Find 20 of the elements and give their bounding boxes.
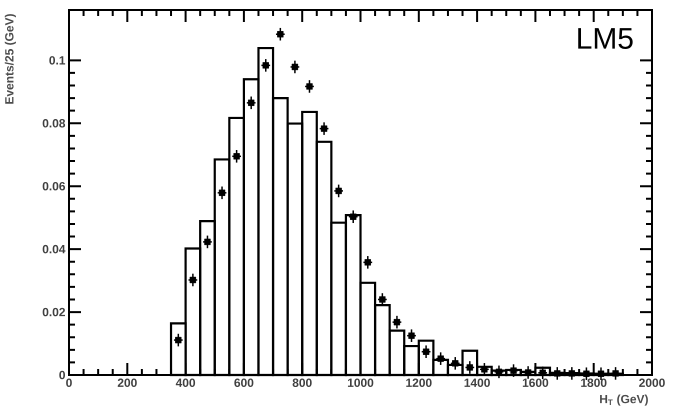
x-tick-label: 1200 [406,378,432,387]
x-tick-label: 1800 [581,378,607,387]
x-tick-label: 2000 [639,378,665,387]
annotation: LM5 [578,28,633,49]
y-axis-title: Events/25 (GeV) [4,14,16,104]
x-tick-label: 0 [66,378,72,387]
y-tick-label: 0.1 [49,56,66,65]
x-axis-title: H$_{T}$ (GeV) [600,394,648,406]
x-tick-label: 600 [234,378,254,387]
x-tick-label: 1400 [464,378,490,387]
x-tick-label: 200 [118,378,137,387]
y-tick-label: 0 [59,370,65,380]
x-tick-label: 400 [176,378,196,387]
x-tick-label: 1000 [348,378,374,387]
x-tick-label: 1600 [522,378,548,387]
x-tick-label: 800 [292,378,312,387]
y-tick-label: 0.04 [42,244,66,254]
y-tick-label: 0.08 [42,119,66,128]
y-tick-label: 0.02 [42,308,65,316]
y-tick-label: 0.06 [42,182,66,190]
